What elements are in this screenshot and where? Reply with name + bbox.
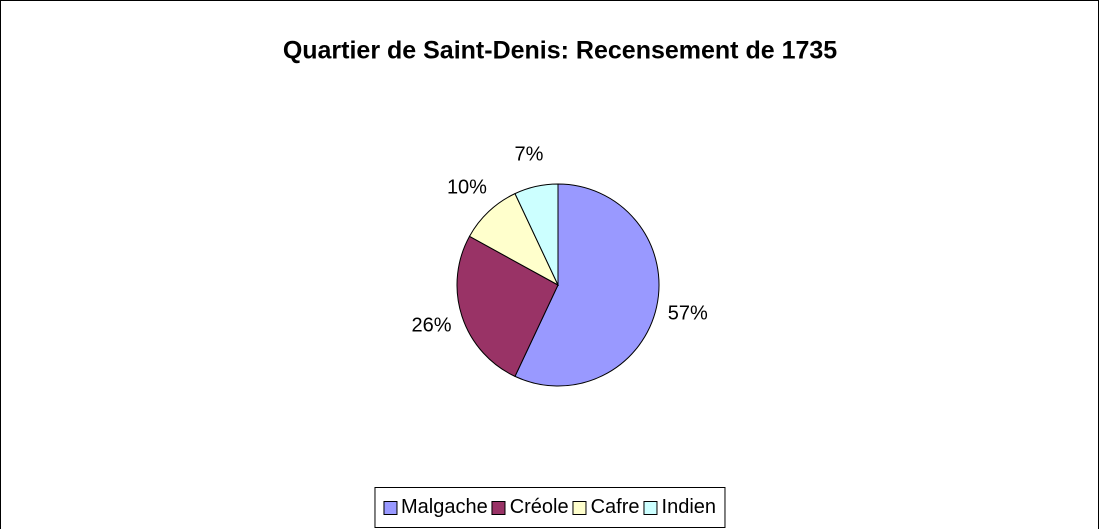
- legend: Malgache Créole Cafre Indien: [373, 487, 726, 528]
- legend-item: Créole: [491, 496, 569, 519]
- legend-swatch: [382, 500, 397, 515]
- legend-label: Malgache: [400, 496, 488, 518]
- legend-item: Indien: [643, 496, 717, 519]
- data-label: 57%: [668, 302, 708, 324]
- data-label: 10%: [447, 176, 487, 198]
- legend-swatch: [491, 500, 506, 515]
- data-label: 7%: [515, 143, 544, 165]
- chart-title: Quartier de Saint-Denis: Recensement de …: [283, 37, 837, 65]
- legend-swatch: [572, 500, 587, 515]
- legend-swatch: [643, 500, 658, 515]
- legend-label: Indien: [661, 496, 717, 518]
- legend-label: Créole: [509, 496, 569, 518]
- legend-item: Cafre: [572, 496, 640, 519]
- pie-slice: [514, 183, 559, 286]
- legend-item: Malgache: [382, 496, 488, 519]
- data-label: 26%: [411, 314, 451, 336]
- legend-label: Cafre: [590, 496, 640, 518]
- pie-slice: [514, 183, 660, 387]
